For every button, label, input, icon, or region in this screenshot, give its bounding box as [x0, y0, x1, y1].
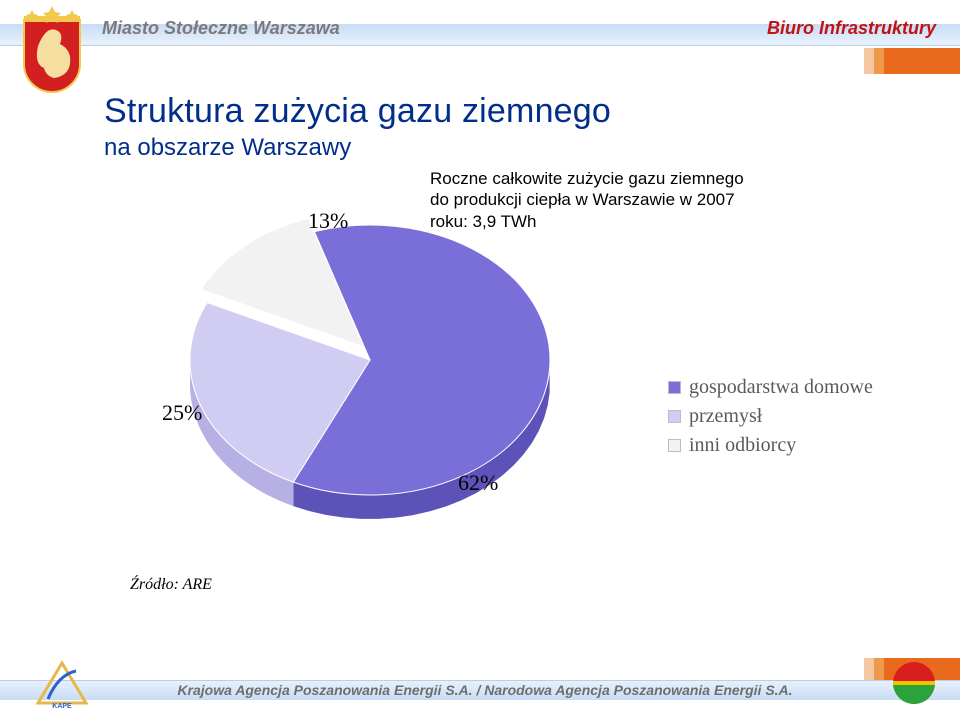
footer-text: Krajowa Agencja Poszanowania Energii S.A… — [110, 680, 860, 700]
legend-swatch-icon — [668, 381, 681, 394]
page-subtitle: na obszarze Warszawy — [104, 134, 351, 162]
slide-root: Miasto Stołeczne Warszawa Biuro Infrastr… — [0, 0, 960, 720]
pie-chart — [170, 200, 600, 580]
svg-text:KAPE: KAPE — [52, 703, 72, 709]
legend: gospodarstwa domowe przemysł inni odbior… — [668, 376, 873, 463]
header: Miasto Stołeczne Warszawa Biuro Infrastr… — [0, 0, 960, 56]
legend-item: inni odbiorcy — [668, 434, 873, 457]
nape-logo-icon — [890, 659, 938, 712]
legend-swatch-icon — [668, 410, 681, 423]
page-title: Struktura zużycia gazu ziemnego — [104, 92, 611, 131]
legend-item: gospodarstwa domowe — [668, 376, 873, 399]
source-citation: Źródło: ARE — [130, 576, 212, 594]
warsaw-crest-icon — [14, 2, 90, 88]
desc-line: Roczne całkowite zużycie gazu ziemnego — [430, 168, 744, 189]
slice-label-25: 25% — [162, 400, 202, 426]
slice-label-13: 13% — [308, 208, 348, 234]
header-accent — [864, 48, 960, 74]
legend-swatch-icon — [668, 439, 681, 452]
slice-label-62: 62% — [458, 470, 498, 496]
header-right-text: Biuro Infrastruktury — [767, 18, 936, 39]
legend-label: gospodarstwa domowe — [689, 376, 873, 399]
kape-logo-icon: KAPE — [34, 659, 90, 714]
legend-item: przemysł — [668, 405, 873, 428]
footer: Krajowa Agencja Poszanowania Energii S.A… — [0, 672, 960, 720]
header-left-text: Miasto Stołeczne Warszawa — [102, 18, 340, 39]
legend-label: inni odbiorcy — [689, 434, 796, 457]
legend-label: przemysł — [689, 405, 762, 428]
